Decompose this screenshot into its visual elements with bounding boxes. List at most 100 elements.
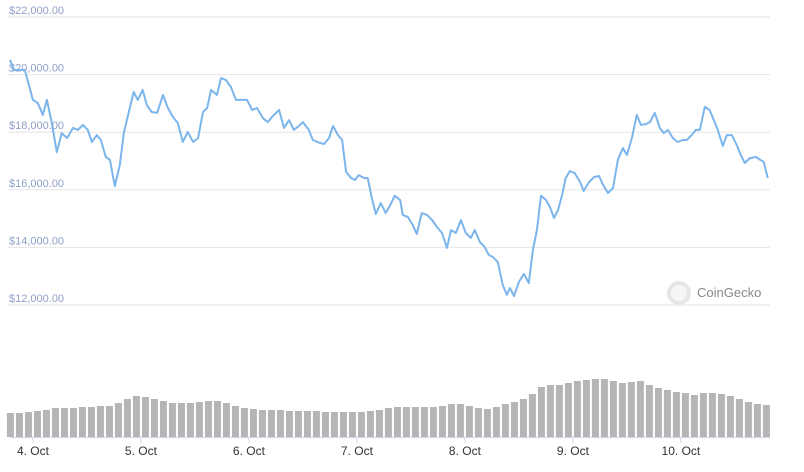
volume-bar bbox=[366, 411, 374, 437]
volume-bar bbox=[150, 399, 158, 437]
x-tick-label: 10. Oct bbox=[662, 444, 701, 458]
volume-bar bbox=[420, 407, 428, 437]
volume-bar bbox=[6, 413, 14, 437]
volume-bar bbox=[447, 404, 455, 437]
volume-bar bbox=[330, 412, 338, 437]
volume-bar bbox=[456, 404, 464, 437]
volume-bar bbox=[33, 411, 41, 437]
volume-bar bbox=[105, 406, 113, 437]
volume-bar bbox=[546, 385, 554, 437]
volume-bar bbox=[438, 406, 446, 437]
y-tick-label: $18,000.00 bbox=[9, 120, 64, 132]
x-tick-label: 6. Oct bbox=[233, 444, 266, 458]
volume-bar bbox=[384, 408, 392, 437]
volume-bar bbox=[195, 402, 203, 437]
volume-bar bbox=[339, 412, 347, 437]
volume-bar bbox=[753, 404, 761, 437]
volume-bar bbox=[267, 410, 275, 437]
volume-bar bbox=[528, 394, 536, 437]
volume-bar bbox=[96, 406, 104, 437]
y-tick-label: $20,000.00 bbox=[9, 63, 64, 75]
volume-bar bbox=[519, 399, 527, 437]
volume-bar bbox=[114, 403, 122, 437]
volume-bar bbox=[663, 390, 671, 437]
y-tick-label: $16,000.00 bbox=[9, 178, 64, 190]
volume-bar bbox=[564, 383, 572, 437]
watermark: CoinGecko bbox=[667, 281, 761, 305]
y-tick-label: $12,000.00 bbox=[9, 293, 64, 305]
watermark-logo-inner bbox=[671, 285, 687, 301]
volume-bar bbox=[258, 410, 266, 437]
volume-bar bbox=[645, 385, 653, 437]
volume-bar bbox=[213, 401, 221, 437]
volume-bar bbox=[402, 407, 410, 437]
volume-bar bbox=[168, 403, 176, 437]
volume-bar bbox=[411, 407, 419, 437]
volume-bar bbox=[60, 408, 68, 437]
volume-bar bbox=[42, 410, 50, 437]
volume-bar bbox=[573, 381, 581, 437]
volume-bar bbox=[465, 406, 473, 437]
volume-bar bbox=[591, 379, 599, 437]
volume-bar bbox=[132, 396, 140, 437]
volume-bar bbox=[618, 383, 626, 437]
volume-bar bbox=[87, 407, 95, 437]
volume-bar bbox=[312, 411, 320, 437]
volume-bar bbox=[375, 410, 383, 437]
x-tick-label: 9. Oct bbox=[557, 444, 590, 458]
volume-bar bbox=[186, 403, 194, 437]
y-tick-label: $14,000.00 bbox=[9, 235, 64, 247]
volume-bar bbox=[15, 413, 23, 437]
volume-bar bbox=[582, 380, 590, 437]
volume-bar bbox=[321, 412, 329, 437]
volume-bar bbox=[222, 403, 230, 437]
volume-bar bbox=[627, 382, 635, 437]
volume-bar bbox=[51, 408, 59, 437]
volume-bar bbox=[672, 392, 680, 437]
volume-bar bbox=[177, 403, 185, 437]
volume-bar bbox=[303, 411, 311, 437]
volume-bar bbox=[600, 379, 608, 437]
volume-bar bbox=[717, 394, 725, 437]
volume-bar bbox=[492, 407, 500, 437]
volume-bar bbox=[357, 412, 365, 437]
volume-bar bbox=[474, 408, 482, 437]
volume-bar bbox=[501, 404, 509, 437]
volume-bar bbox=[285, 411, 293, 437]
volume-bar bbox=[636, 381, 644, 437]
volume-bar bbox=[294, 411, 302, 437]
volume-bar bbox=[159, 401, 167, 437]
volume-bar bbox=[654, 388, 662, 437]
x-tick-label: 4. Oct bbox=[17, 444, 50, 458]
volume-bar bbox=[276, 410, 284, 437]
volume-bar bbox=[690, 395, 698, 437]
volume-bar bbox=[231, 406, 239, 437]
watermark-text: CoinGecko bbox=[697, 285, 761, 300]
x-tick-label: 5. Oct bbox=[125, 444, 158, 458]
volume-bar bbox=[78, 407, 86, 437]
volume-bar bbox=[393, 407, 401, 437]
volume-bar bbox=[762, 405, 770, 437]
volume-bar bbox=[735, 399, 743, 437]
y-tick-label: $22,000.00 bbox=[9, 5, 64, 17]
volume-bar bbox=[204, 401, 212, 437]
volume-bar bbox=[24, 412, 32, 437]
volume-bar bbox=[510, 402, 518, 437]
volume-bar bbox=[681, 393, 689, 437]
volume-bar bbox=[249, 409, 257, 437]
volume-bar bbox=[537, 387, 545, 437]
volume-bar bbox=[699, 393, 707, 437]
volume-bar bbox=[141, 397, 149, 437]
volume-bar bbox=[429, 407, 437, 437]
volume-bar bbox=[609, 381, 617, 437]
volume-bar bbox=[744, 402, 752, 437]
volume-bar bbox=[726, 396, 734, 437]
x-tick-label: 8. Oct bbox=[449, 444, 482, 458]
volume-bar bbox=[348, 412, 356, 437]
volume-bar bbox=[555, 385, 563, 437]
price-line bbox=[9, 59, 769, 298]
x-tick-label: 7. Oct bbox=[341, 444, 374, 458]
volume-bar bbox=[69, 408, 77, 437]
